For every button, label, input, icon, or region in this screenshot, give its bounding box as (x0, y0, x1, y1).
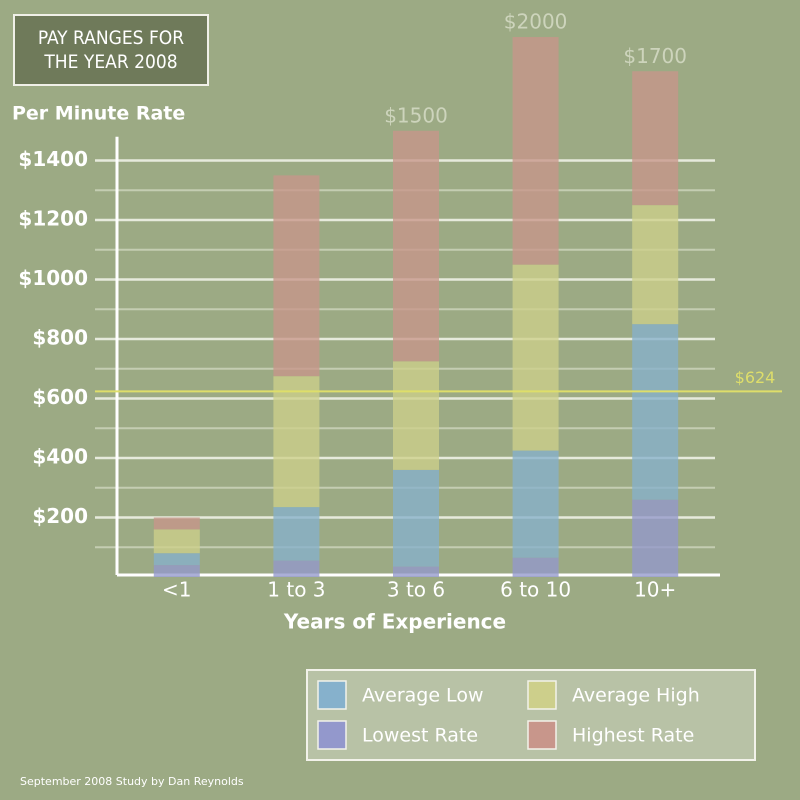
legend-label: Average High (572, 685, 700, 707)
bar-segment (393, 130, 439, 362)
bar-segment (632, 324, 679, 500)
bar-segment (273, 175, 320, 377)
reference-label: $624 (735, 368, 776, 387)
bar-segment (153, 529, 200, 554)
bar-segment (512, 264, 559, 451)
x-tick-label: <1 (162, 578, 191, 602)
y-tick-label: $200 (32, 504, 88, 528)
bar-segment (273, 507, 320, 561)
bar-segment (512, 450, 559, 558)
legend-swatch (317, 720, 347, 750)
bar-segment (393, 361, 439, 470)
bar-segment (632, 71, 679, 206)
bar-segment (153, 517, 200, 530)
x-tick-label: 3 to 6 (387, 578, 445, 602)
x-axis-label: Years of Experience (283, 610, 506, 634)
bar-segment (153, 565, 200, 577)
y-tick-label: $400 (32, 445, 88, 469)
chart-title: PAY RANGES FOR THE YEAR 2008 (13, 14, 209, 86)
footer: September 2008 Study by Dan Reynolds (20, 775, 244, 788)
y-tick-label: $1200 (18, 207, 88, 231)
y-tick-label: $1400 (18, 147, 88, 171)
legend-swatch (317, 680, 347, 710)
bar-segment (273, 560, 320, 577)
legend-swatch (527, 720, 557, 750)
bar-segment (393, 566, 439, 577)
bar-segment (512, 557, 559, 577)
bar-segment (153, 553, 200, 566)
x-tick-label: 6 to 10 (500, 578, 571, 602)
bar-segment (273, 376, 320, 508)
bar-segment (393, 469, 439, 567)
bar-segment (512, 37, 559, 265)
legend-label: Lowest Rate (362, 725, 478, 747)
x-tick-label: 10+ (634, 578, 676, 602)
bar-segment (632, 499, 679, 577)
bar-annotation: $1700 (623, 44, 687, 68)
bar-annotation: $1500 (384, 103, 448, 127)
legend-swatch (527, 680, 557, 710)
x-tick-label: 1 to 3 (267, 578, 325, 602)
bar-segment (632, 205, 679, 325)
y-tick-label: $1000 (18, 266, 88, 290)
legend-label: Highest Rate (572, 725, 694, 747)
y-axis-label: Per Minute Rate (12, 103, 185, 125)
y-tick-label: $800 (32, 326, 88, 350)
legend-label: Average Low (362, 685, 483, 707)
y-tick-label: $600 (32, 385, 88, 409)
bar-annotation: $2000 (504, 10, 568, 34)
